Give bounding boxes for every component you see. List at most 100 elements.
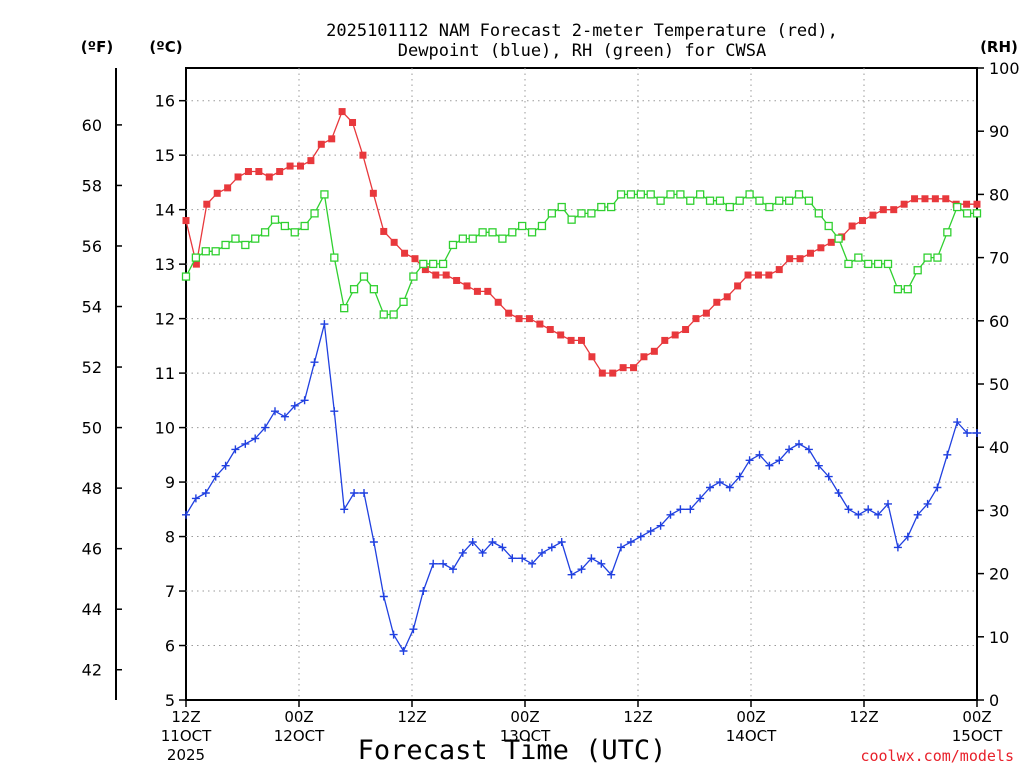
temperature-point: [786, 255, 794, 263]
dewpoint-point: [884, 499, 892, 508]
rh-point: [251, 234, 260, 243]
temperature-point: [182, 217, 190, 225]
rh-point: [181, 272, 191, 281]
rh-point: [330, 253, 339, 262]
plot-frame: [185, 67, 978, 701]
dewpoint-point: [300, 396, 309, 405]
fahrenheit-tick-label: 48: [82, 479, 102, 498]
rh-tick-label: 20: [989, 565, 1009, 584]
rh-point: [409, 272, 418, 281]
dewpoint-point: [735, 472, 744, 481]
dewpoint-point: [310, 358, 319, 367]
x-tick-date-label: 13OCT: [500, 727, 551, 745]
temperature-point: [442, 271, 450, 279]
x-tick-date-label: 11OCT: [161, 727, 212, 745]
celsius-tick-label: 10: [155, 419, 175, 438]
temperature-point: [317, 140, 325, 148]
dewpoint-point: [557, 538, 566, 546]
rh-point: [438, 259, 448, 269]
dewpoint-point: [715, 478, 724, 487]
dewpoint-point: [409, 625, 418, 634]
dewpoint-point: [795, 439, 803, 448]
dewpoint-point: [597, 559, 606, 568]
dewpoint-point: [567, 570, 576, 579]
temperature-point: [630, 364, 638, 372]
dewpoint-point: [903, 532, 912, 541]
rh-point: [646, 190, 655, 199]
temperature-point: [244, 168, 252, 176]
dewpoint-point: [617, 543, 625, 552]
dewpoint-point: [201, 489, 210, 497]
dewpoint-point: [755, 450, 764, 459]
rh-series: [181, 190, 982, 319]
temperature-point: [203, 200, 211, 208]
rh-point: [626, 190, 636, 199]
dewpoint-point: [379, 592, 388, 601]
rh-point: [419, 259, 428, 269]
temperature-point: [234, 173, 242, 181]
temperature-point: [567, 336, 575, 344]
dewpoint-point: [706, 483, 714, 492]
temperature-point: [224, 184, 232, 192]
dewpoint-point: [607, 570, 616, 579]
temperature-point: [296, 162, 304, 170]
rh-point: [290, 228, 299, 237]
temperature-series: [182, 108, 981, 377]
dewpoint-point: [577, 565, 586, 574]
rh-point: [389, 310, 398, 319]
dewpoint-point: [587, 554, 596, 563]
temperature-point: [338, 108, 346, 116]
temperature-point: [255, 168, 263, 176]
dewpoint-point: [913, 510, 922, 519]
x-tick-time-label: 00Z: [284, 708, 313, 726]
dewpoint-point: [725, 483, 734, 492]
celsius-tick-label: 13: [155, 255, 175, 274]
rh-point: [429, 259, 438, 269]
rh-point: [854, 253, 863, 262]
temperature-point: [765, 271, 773, 279]
rh-point: [725, 202, 734, 212]
temperature-point: [931, 195, 939, 203]
rh-point: [468, 234, 477, 243]
rh-point: [607, 202, 616, 212]
rh-point: [933, 253, 942, 262]
temperature-point: [349, 118, 357, 126]
dewpoint-point: [271, 407, 279, 416]
rh-point: [972, 209, 982, 218]
fahrenheit-tick-label: 46: [82, 540, 102, 559]
rh-point: [953, 202, 962, 212]
grid-lines: [186, 68, 977, 700]
celsius-tick-label: 14: [155, 201, 175, 220]
dewpoint-point: [933, 483, 942, 492]
temperature-point: [525, 315, 533, 323]
dewpoint-point: [340, 505, 349, 514]
temperature-point: [661, 336, 669, 344]
dewpoint-point: [350, 489, 359, 497]
temperature-point: [911, 195, 919, 203]
rh-tick-label: 50: [989, 375, 1009, 394]
temperature-point: [265, 173, 273, 181]
rh-point: [597, 202, 606, 212]
fahrenheit-tick-label: 56: [82, 237, 102, 256]
rh-tick-label: 40: [989, 438, 1009, 457]
temperature-point: [484, 287, 492, 295]
temperature-point: [890, 206, 898, 214]
dewpoint-point: [666, 510, 675, 519]
temperature-point: [473, 287, 481, 295]
rh-point: [794, 190, 804, 199]
credit-text: coolwx.com/models: [860, 747, 1014, 765]
rh-point: [340, 304, 349, 313]
dewpoint-point: [963, 429, 972, 437]
rh-point: [745, 190, 754, 199]
fahrenheit-tick-label: 50: [82, 419, 102, 438]
rh-point: [636, 190, 645, 199]
dewpoint-point: [498, 543, 507, 552]
temperature-point: [515, 315, 523, 323]
rh-point: [735, 196, 744, 205]
dewpoint-point: [280, 412, 289, 421]
rh-point: [458, 234, 468, 243]
temperature-point: [942, 195, 950, 203]
temperature-point: [359, 151, 367, 159]
rh-point: [498, 234, 507, 243]
dewpoint-point: [419, 587, 428, 595]
